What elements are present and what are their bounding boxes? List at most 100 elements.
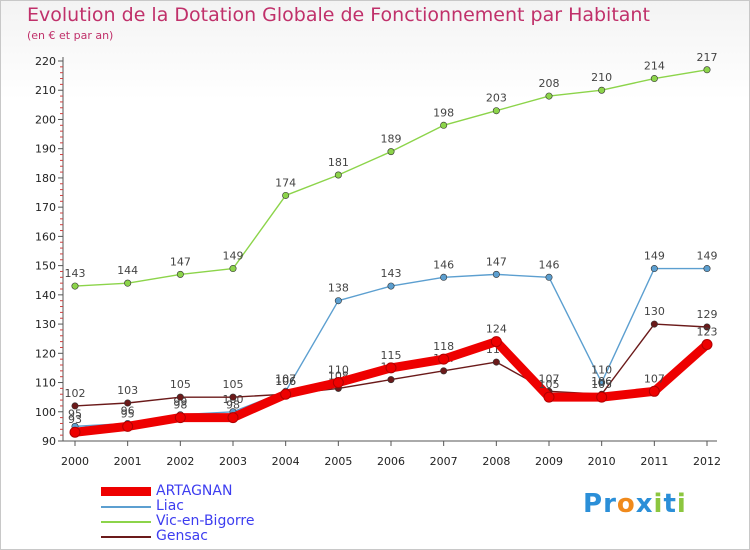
- data-label-gensac: 105: [170, 378, 191, 391]
- logo-letter: i: [653, 489, 664, 519]
- data-label-vic-en-bigorre: 198: [433, 106, 454, 119]
- y-tick-label: 140: [35, 289, 56, 302]
- chart-subtitle: (en € et par an): [27, 29, 114, 42]
- logo-letter: P: [583, 489, 604, 519]
- data-point-gensac: [229, 393, 237, 401]
- data-point-liac: [650, 265, 658, 273]
- data-point-gensac: [703, 323, 711, 331]
- series-liac: 959699100107138143146147146110149149: [68, 250, 718, 430]
- data-point-gensac: [124, 399, 132, 407]
- data-label-vic-en-bigorre: 181: [328, 156, 349, 169]
- legend-swatch-artagnan: [101, 487, 151, 496]
- data-point-gensac: [492, 358, 500, 366]
- data-point-artagnan: [332, 377, 344, 389]
- data-point-liac: [440, 273, 448, 281]
- legend-swatch-vic-en-bigorre: [101, 521, 151, 523]
- data-label-artagnan: 115: [381, 349, 402, 362]
- series-line-vic-en-bigorre: [74, 69, 708, 287]
- data-label-liac: 96: [121, 404, 135, 417]
- data-point-artagnan: [596, 391, 608, 403]
- logo-letter: t: [663, 489, 677, 519]
- data-label-artagnan: 118: [433, 340, 454, 353]
- x-tick-label: 2008: [482, 455, 510, 468]
- data-label-artagnan: 107: [644, 372, 665, 385]
- data-label-gensac: 129: [697, 308, 718, 321]
- data-label-liac: 95: [68, 407, 82, 420]
- data-point-vic-en-bigorre: [124, 279, 132, 287]
- data-point-vic-en-bigorre: [492, 107, 500, 115]
- data-point-liac: [545, 273, 553, 281]
- legend-label: ARTAGNAN: [156, 483, 233, 499]
- data-point-vic-en-bigorre: [387, 148, 395, 156]
- data-label-liac: 149: [697, 250, 718, 263]
- data-label-artagnan: 105: [591, 378, 612, 391]
- series-line-liac: [74, 267, 708, 428]
- y-tick-label: 90: [42, 435, 56, 448]
- data-point-vic-en-bigorre: [71, 282, 79, 290]
- data-label-artagnan: 98: [173, 399, 187, 412]
- data-label-vic-en-bigorre: 189: [381, 133, 402, 146]
- data-point-gensac: [440, 367, 448, 375]
- data-point-vic-en-bigorre: [176, 270, 184, 278]
- data-point-artagnan: [438, 353, 450, 365]
- y-tick-label: 130: [35, 318, 56, 331]
- data-point-vic-en-bigorre: [703, 66, 711, 74]
- y-tick-label: 180: [35, 172, 56, 185]
- data-label-gensac: 107: [539, 372, 560, 385]
- data-point-gensac: [176, 393, 184, 401]
- x-tick-label: 2001: [114, 455, 142, 468]
- logo-letter: i: [676, 489, 687, 519]
- data-point-artagnan: [69, 426, 81, 438]
- legend-label: Vic-en-Bigorre: [156, 513, 255, 529]
- data-point-artagnan: [701, 339, 713, 351]
- y-tick-label: 160: [35, 230, 56, 243]
- data-label-liac: 138: [328, 282, 349, 295]
- legend-label: Gensac: [156, 528, 208, 544]
- data-point-liac: [598, 379, 606, 387]
- data-point-vic-en-bigorre: [229, 265, 237, 273]
- data-point-liac: [492, 270, 500, 278]
- x-tick-label: 2000: [61, 455, 89, 468]
- data-label-vic-en-bigorre: 144: [117, 264, 138, 277]
- x-tick-label: 2004: [272, 455, 300, 468]
- chart-title: Evolution de la Dotation Globale de Fonc…: [27, 4, 650, 26]
- data-label-vic-en-bigorre: 147: [170, 255, 191, 268]
- data-point-artagnan: [648, 385, 660, 397]
- data-label-liac: 147: [486, 255, 507, 268]
- data-point-artagnan: [280, 388, 292, 400]
- data-point-gensac: [387, 376, 395, 384]
- data-point-liac: [703, 265, 711, 273]
- data-point-vic-en-bigorre: [598, 86, 606, 94]
- data-label-gensac: 102: [65, 387, 86, 400]
- data-label-gensac: 106: [275, 375, 296, 388]
- data-point-artagnan: [385, 362, 397, 374]
- data-point-vic-en-bigorre: [334, 171, 342, 179]
- proxiti-logo: Proxiti: [583, 489, 687, 519]
- logo-letter: r: [603, 489, 617, 519]
- data-label-artagnan: 124: [486, 323, 507, 336]
- data-label-artagnan: 110: [328, 364, 349, 377]
- data-label-vic-en-bigorre: 149: [223, 250, 244, 263]
- y-tick-label: 120: [35, 347, 56, 360]
- logo-letter: o: [616, 489, 636, 519]
- data-label-liac: 107: [275, 372, 296, 385]
- data-label-vic-en-bigorre: 210: [591, 71, 612, 84]
- logo-letter: x: [635, 489, 654, 519]
- data-label-vic-en-bigorre: 203: [486, 92, 507, 105]
- y-tick-label: 170: [35, 201, 56, 214]
- y-tick-label: 100: [35, 406, 56, 419]
- data-label-liac: 149: [644, 250, 665, 263]
- x-tick-label: 2009: [535, 455, 563, 468]
- data-label-gensac: 130: [644, 305, 665, 318]
- data-label-liac: 143: [381, 267, 402, 280]
- data-point-artagnan: [543, 391, 555, 403]
- series-vic-en-bigorre: 143 144 147 149 174 181 189 198 203 208 210 214 217: [65, 51, 718, 290]
- data-point-vic-en-bigorre: [650, 75, 658, 83]
- data-point-gensac: [71, 402, 79, 410]
- data-label-artagnan: 95: [121, 407, 135, 420]
- data-point-artagnan: [227, 412, 239, 424]
- data-point-artagnan: [174, 412, 186, 424]
